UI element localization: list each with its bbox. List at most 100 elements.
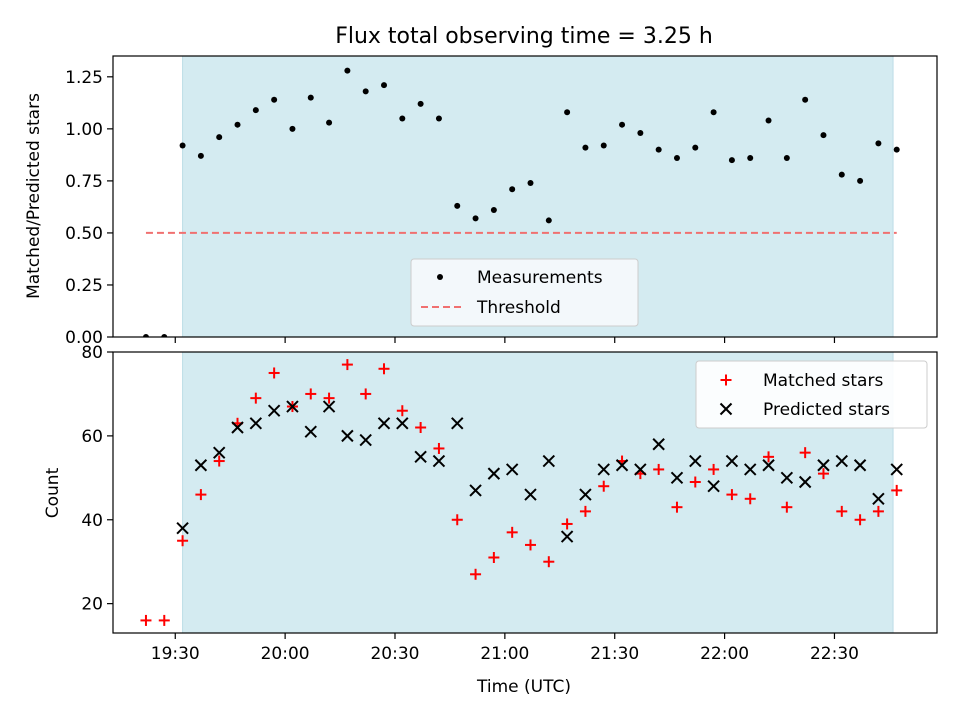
bottom-x-tick-label: 22:00	[700, 644, 749, 664]
bottom-x-tick-label: 22:30	[810, 644, 859, 664]
bottom-predicted-point	[396, 417, 409, 430]
bottom-matched-point	[323, 392, 335, 404]
bottom-predicted-point	[615, 459, 629, 472]
top-measurement-point	[216, 134, 223, 141]
top-measurement-point	[747, 154, 754, 161]
bottom-matched-point	[799, 447, 811, 459]
bottom-predicted-point	[817, 459, 830, 472]
top-measurement-point	[655, 146, 662, 153]
top-measurement-point	[564, 109, 571, 116]
bottom-predicted-point	[451, 417, 464, 430]
bottom-predicted-point	[231, 421, 244, 434]
chart-title: Flux total observing time = 3.25 h	[335, 24, 713, 49]
bottom-predicted-point	[725, 454, 739, 468]
top-measurement-point	[692, 144, 699, 151]
bottom-matched-point	[415, 421, 427, 433]
top-measurement-point	[582, 144, 589, 151]
top-measurement-point	[857, 177, 864, 184]
top-y-tick-label: 0.25	[65, 276, 103, 296]
bottom-matched-point	[689, 476, 701, 488]
bottom-predicted-point	[432, 454, 446, 468]
bottom-predicted-point	[542, 454, 556, 468]
top-panel: 0.00 0.25 0.50 0.75 1.00 1.25 Measurements Thre…	[65, 55, 938, 348]
bottom-matched-point	[213, 455, 225, 467]
top-measurement-point	[765, 117, 772, 124]
bottom-matched-point	[195, 489, 207, 501]
top-plot-area	[142, 67, 900, 337]
legend-measurement-marker	[437, 274, 443, 280]
top-measurement-point	[728, 157, 735, 164]
top-y-tick-label: 1.25	[65, 68, 103, 88]
bottom-x-tick-label: 20:30	[370, 644, 419, 664]
legend-predicted-marker	[719, 402, 733, 416]
bottom-y-tick-label: 80	[81, 343, 103, 363]
bottom-predicted-point	[377, 417, 391, 430]
bottom-y-tick-label: 20	[81, 595, 103, 615]
bottom-predicted-point	[835, 454, 848, 468]
bottom-matched-point	[543, 556, 555, 568]
top-measurement-point	[344, 67, 351, 74]
top-measurement-point	[179, 142, 186, 149]
top-measurement-point	[399, 115, 406, 122]
bottom-predicted-point	[670, 471, 684, 485]
top-measurement-point	[820, 132, 827, 139]
top-measurement-point	[307, 94, 314, 101]
bottom-matched-point	[854, 514, 866, 526]
bottom-matched-point	[781, 501, 793, 513]
bottom-matched-point	[433, 442, 445, 454]
bottom-predicted-point	[414, 450, 427, 464]
bottom-predicted-point	[487, 467, 501, 480]
bottom-matched-point	[891, 484, 903, 496]
top-measurement-point	[161, 334, 168, 337]
bottom-matched-point	[708, 463, 720, 475]
bottom-matched-point	[177, 535, 189, 547]
bottom-predicted-point	[872, 492, 885, 505]
bottom-matched-point	[836, 505, 848, 517]
legend-matched-marker	[720, 374, 732, 386]
top-measurement-point	[802, 96, 809, 103]
bottom-matched-point	[653, 463, 665, 475]
bottom-predicted-point	[267, 404, 281, 417]
top-measurement-point	[326, 119, 333, 126]
bottom-matched-point	[451, 514, 463, 526]
top-measurement-point	[875, 140, 882, 147]
bottom-matched-point	[726, 489, 738, 501]
bottom-matched-point	[140, 614, 152, 626]
xlabel: Time (UTC)	[476, 677, 571, 697]
top-measurement-point	[509, 186, 516, 193]
top-measurement-point	[362, 88, 369, 95]
bottom-predicted-point	[579, 488, 592, 501]
bottom-matched-point	[250, 392, 262, 404]
legend-matched-label: Matched stars	[763, 371, 883, 391]
bottom-panel: 19:30 20:00 20:30 21:00 21:30 22:00 22:30 20 40 6…	[81, 343, 938, 664]
bottom-predicted-point	[469, 484, 482, 497]
bottom-predicted-point	[707, 480, 720, 493]
top-measurement-point	[600, 142, 607, 149]
bottom-predicted-point	[652, 438, 665, 451]
bottom-predicted-point	[798, 475, 812, 489]
bottom-predicted-point	[212, 446, 226, 459]
bottom-predicted-point	[505, 463, 519, 476]
bottom-predicted-point	[890, 463, 903, 476]
bottom-matched-point	[744, 493, 756, 505]
bottom-legend	[695, 360, 928, 429]
legend-predicted-label: Predicted stars	[763, 400, 890, 420]
bottom-y-tick-label: 60	[81, 427, 103, 447]
top-measurement-point	[234, 121, 241, 128]
top-measurement-point	[271, 96, 278, 103]
bottom-x-tick-label: 19:30	[151, 644, 200, 664]
top-measurement-point	[637, 130, 644, 137]
bottom-matched-point	[341, 359, 353, 371]
bottom-predicted-point	[286, 400, 299, 413]
top-ylabel: Matched/Predicted stars	[24, 93, 44, 299]
top-measurement-point	[435, 115, 442, 122]
top-measurement-point	[142, 334, 149, 337]
bottom-matched-point	[158, 614, 170, 626]
top-measurement-point	[472, 215, 479, 222]
top-measurement-point	[673, 154, 680, 161]
bottom-matched-point	[561, 518, 573, 530]
bottom-axes-frame	[112, 351, 938, 634]
bottom-predicted-point	[597, 463, 610, 476]
top-measurement-point	[619, 121, 626, 128]
legend-measurements-label: Measurements	[477, 268, 603, 288]
